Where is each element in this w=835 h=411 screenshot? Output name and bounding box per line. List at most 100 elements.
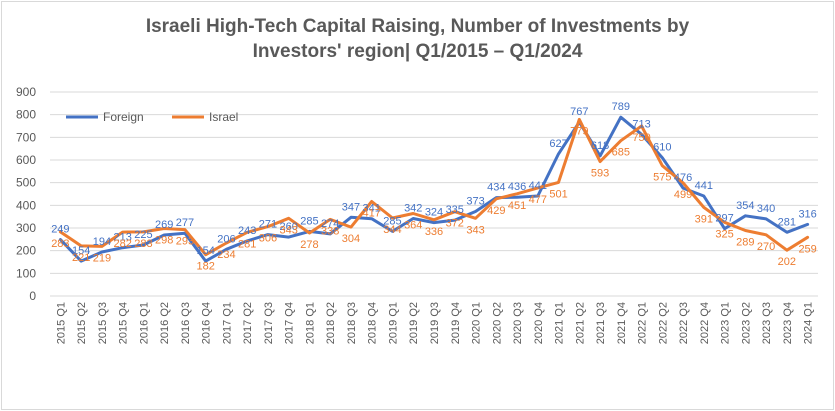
data-label-foreign: 341 — [363, 203, 381, 215]
x-tick-label: 2016 Q2 — [159, 302, 171, 344]
x-tick-label: 2019 Q2 — [408, 302, 420, 344]
data-label-israel: 364 — [404, 219, 422, 231]
data-label-foreign: 260 — [280, 221, 298, 233]
y-tick-label: 500 — [16, 176, 36, 190]
data-label-israel: 281 — [238, 238, 256, 250]
y-tick-label: 100 — [16, 266, 36, 280]
data-label-foreign: 285 — [383, 215, 401, 227]
x-tick-label: 2016 Q1 — [138, 302, 150, 344]
x-tick-label: 2023 Q3 — [761, 302, 773, 344]
data-label-foreign: 277 — [176, 217, 194, 229]
chart-title-line-2: Investors' region| Q1/2015 – Q1/2024 — [252, 41, 583, 62]
x-tick-label: 2023 Q1 — [720, 302, 732, 344]
data-label-israel: 477 — [529, 194, 547, 206]
y-tick-label: 0 — [29, 289, 36, 303]
data-label-israel: 499 — [674, 189, 692, 201]
series-line-foreign — [58, 115, 810, 263]
data-label-foreign: 347 — [342, 201, 360, 213]
data-label-foreign: 434 — [487, 182, 505, 194]
data-label-israel: 283 — [134, 238, 152, 250]
data-label-israel: 575 — [653, 172, 671, 184]
data-label-israel: 289 — [736, 236, 754, 248]
y-tick-label: 900 — [16, 85, 36, 99]
data-label-israel: 325 — [715, 228, 733, 240]
x-tick-label: 2016 Q3 — [180, 302, 192, 344]
x-tick-label: 2017 Q2 — [242, 302, 254, 344]
series-line-israel — [58, 117, 810, 257]
data-label-israel: 219 — [93, 252, 111, 264]
data-label-israel: 372 — [446, 218, 464, 230]
data-label-foreign: 342 — [404, 202, 422, 214]
x-tick-label: 2022 Q2 — [657, 302, 669, 344]
x-tick-label: 2019 Q1 — [387, 302, 399, 344]
data-label-israel: 750 — [632, 132, 650, 144]
data-label-israel: 306 — [259, 233, 277, 245]
x-tick-label: 2022 Q1 — [637, 302, 649, 344]
data-label-israel: 343 — [280, 224, 298, 236]
data-label-israel: 202 — [778, 256, 796, 268]
x-tick-label: 2018 Q2 — [325, 302, 337, 344]
data-label-foreign: 297 — [715, 213, 733, 225]
data-label-foreign: 441 — [695, 180, 713, 192]
chart-title-line-1: Israeli High-Tech Capital Raising, Numbe… — [145, 16, 690, 37]
x-tick-label: 2021 Q2 — [574, 302, 586, 344]
x-tick-label: 2024 Q1 — [803, 302, 815, 344]
x-tick-label: 2017 Q4 — [284, 302, 296, 344]
data-label-foreign: 281 — [778, 216, 796, 228]
data-label-foreign: 767 — [570, 106, 588, 118]
data-label-israel: 417 — [363, 207, 381, 219]
data-label-foreign: 213 — [113, 232, 131, 244]
y-tick-label: 600 — [16, 153, 36, 167]
data-label-foreign: 373 — [466, 195, 484, 207]
x-tick-label: 2021 Q1 — [554, 302, 566, 344]
x-tick-label: 2017 Q3 — [263, 302, 275, 344]
data-label-foreign: 335 — [446, 204, 464, 216]
x-tick-label: 2022 Q4 — [699, 302, 711, 344]
data-label-israel: 293 — [176, 236, 194, 248]
data-label-foreign: 285 — [300, 215, 318, 227]
data-label-israel: 234 — [217, 249, 235, 261]
data-label-israel: 282 — [113, 238, 131, 250]
y-tick-label: 800 — [16, 108, 36, 122]
y-tick-label: 300 — [16, 221, 36, 235]
data-label-foreign: 249 — [51, 224, 69, 236]
data-label-foreign: 340 — [757, 203, 775, 215]
x-tick-label: 2018 Q1 — [304, 302, 316, 344]
data-label-foreign: 618 — [591, 140, 609, 152]
x-tick-label: 2020 Q2 — [491, 302, 503, 344]
data-label-israel: 221 — [72, 252, 90, 264]
x-tick-label: 2020 Q1 — [471, 302, 483, 344]
x-tick-label: 2015 Q4 — [118, 302, 130, 344]
data-label-israel: 278 — [300, 239, 318, 251]
x-tick-label: 2017 Q1 — [221, 302, 233, 344]
x-tick-label: 2023 Q4 — [782, 302, 794, 344]
data-label-israel: 501 — [549, 188, 567, 200]
y-tick-label: 200 — [16, 244, 36, 258]
x-tick-label: 2015 Q1 — [55, 302, 67, 344]
data-label-israel: 304 — [342, 233, 360, 245]
x-tick-label: 2021 Q3 — [595, 302, 607, 344]
data-label-israel: 343 — [466, 224, 484, 236]
data-label-israel: 283 — [51, 238, 69, 250]
data-label-israel: 344 — [383, 224, 401, 236]
data-label-foreign: 154 — [196, 245, 214, 257]
x-tick-label: 2018 Q3 — [346, 302, 358, 344]
x-tick-label: 2015 Q3 — [97, 302, 109, 344]
x-tick-label: 2021 Q4 — [616, 302, 628, 344]
data-label-foreign: 316 — [798, 208, 816, 220]
x-tick-label: 2022 Q3 — [678, 302, 690, 344]
x-tick-label: 2016 Q4 — [201, 302, 213, 344]
data-label-foreign: 713 — [632, 118, 650, 130]
data-label-foreign: 243 — [238, 225, 256, 237]
data-label-israel: 182 — [196, 261, 214, 273]
data-label-foreign: 627 — [549, 138, 567, 150]
data-label-israel: 429 — [487, 205, 505, 217]
y-tick-label: 400 — [16, 198, 36, 212]
legend-label-israel: Israel — [209, 110, 238, 124]
chart-title: Israeli High-Tech Capital Raising, Numbe… — [0, 14, 835, 64]
x-tick-label: 2018 Q4 — [367, 302, 379, 344]
x-tick-label: 2020 Q4 — [533, 302, 545, 344]
data-label-foreign: 610 — [653, 142, 671, 154]
data-label-foreign: 274 — [321, 218, 339, 230]
y-tick-label: 700 — [16, 130, 36, 144]
